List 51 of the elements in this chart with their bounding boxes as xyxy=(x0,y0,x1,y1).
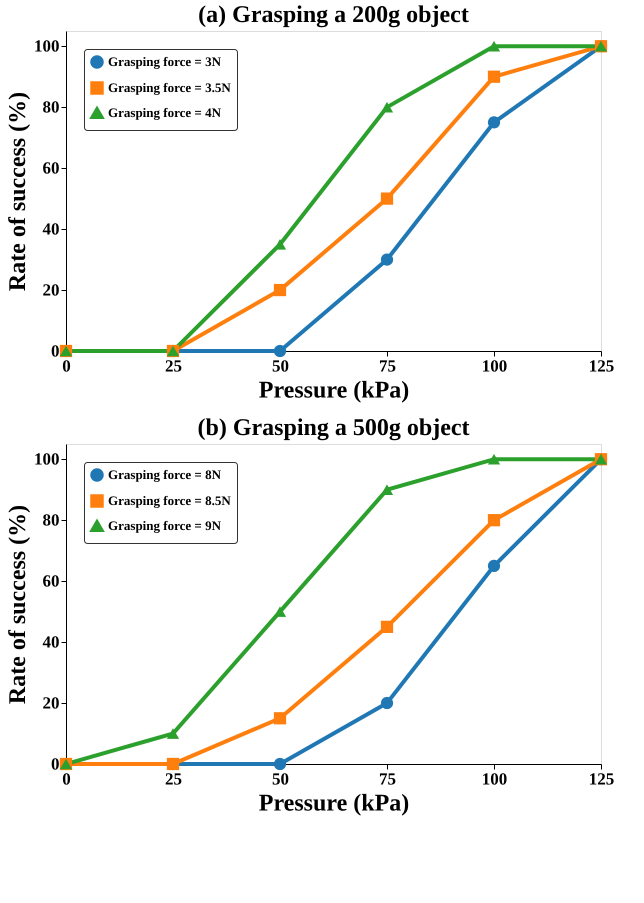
point xyxy=(488,514,500,526)
y-tick-label: 20 xyxy=(42,694,60,713)
x-tick-label: 50 xyxy=(272,770,289,788)
y-axis-title: Rate of success (%) xyxy=(5,92,31,292)
x-tick-label: 75 xyxy=(379,770,396,788)
point xyxy=(488,70,500,83)
x-axis-title: Pressure (kPa) xyxy=(258,378,410,404)
point xyxy=(274,344,286,358)
x-tick-label: 25 xyxy=(165,356,182,376)
point xyxy=(274,284,286,296)
y-tick-label: 40 xyxy=(42,220,60,239)
x-tick-label: 100 xyxy=(482,770,508,788)
y-tick-label: 40 xyxy=(42,632,60,652)
point xyxy=(488,560,500,572)
y-tick-label: 80 xyxy=(42,510,60,530)
x-tick-label: 75 xyxy=(379,356,396,376)
y-tick-label: 20 xyxy=(42,280,60,300)
x-axis-title: Pressure (kPa) xyxy=(258,790,410,816)
y-tick-label: 100 xyxy=(34,36,60,56)
point xyxy=(274,712,286,724)
x-tick-label: 50 xyxy=(272,356,289,376)
legend-label: Grasping force = 4N xyxy=(108,105,222,120)
legend-label: Grasping force = 8.5N xyxy=(108,493,232,508)
y-tick-label: 0 xyxy=(51,342,60,360)
point xyxy=(380,102,394,112)
legend-label: Grasping force = 9N xyxy=(108,518,222,533)
y-tick-label: 100 xyxy=(34,450,60,469)
legend-label: Grasping force = 8N xyxy=(108,467,222,482)
y-axis-title: Rate of success (%) xyxy=(5,504,31,704)
x-tick-label: 100 xyxy=(482,356,508,376)
point xyxy=(380,484,394,496)
chart-title: (b) Grasping a 500g object xyxy=(198,415,470,441)
point xyxy=(488,116,500,129)
point xyxy=(166,728,180,739)
point xyxy=(274,758,286,770)
point xyxy=(488,454,500,465)
x-tick-label: 125 xyxy=(588,356,614,376)
y-tick-label: 80 xyxy=(42,98,60,117)
x-tick-label: 125 xyxy=(588,770,614,788)
point xyxy=(488,40,500,52)
y-tick-label: 60 xyxy=(42,158,60,178)
point xyxy=(380,253,394,266)
y-tick-label: 0 xyxy=(51,754,60,774)
x-tick-label: 25 xyxy=(165,770,182,788)
point xyxy=(380,696,394,710)
legend-label: Grasping force = 3.5N xyxy=(108,80,232,95)
point xyxy=(380,620,394,633)
y-tick-label: 60 xyxy=(42,572,60,591)
point xyxy=(380,192,394,205)
chart-title: (a) Grasping a 200g object xyxy=(198,2,469,28)
legend-label: Grasping force = 3N xyxy=(108,54,222,69)
